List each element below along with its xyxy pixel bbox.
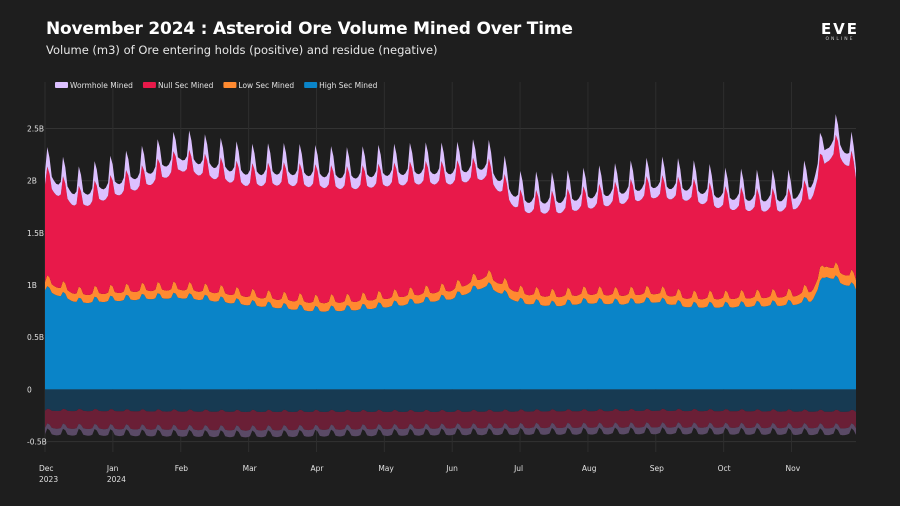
x-tick-label-4: Apr xyxy=(310,464,324,473)
series-null-sec-mined-area xyxy=(45,134,856,304)
x-tick-year-label-0: 2023 xyxy=(39,475,58,484)
residue-wormhole-residue-area xyxy=(45,422,856,438)
y-tick-label-3: 1B xyxy=(27,281,37,290)
chart-title: November 2024 : Asteroid Ore Volume Mine… xyxy=(46,19,573,39)
legend-swatch-wormhole-mined xyxy=(55,82,68,88)
x-tick-label-10: Oct xyxy=(718,464,731,473)
axis-labels: 2.5B 2B 1.5B 1B 0.5B 0 -0.5B Dec 2023 Jan 2024 Feb M… xyxy=(27,125,801,484)
residue-null-sec-residue-area xyxy=(45,408,856,431)
legend-swatch-low-sec-mined xyxy=(223,82,237,88)
x-tick-label-3: Mar xyxy=(243,464,258,473)
residue-high-sec-residue-area xyxy=(45,389,856,412)
x-tick-year-label-1: 2024 xyxy=(107,475,126,484)
legend-label-high-sec-mined: High Sec Mined xyxy=(319,81,377,90)
x-tick-label-8: Aug xyxy=(582,464,597,473)
eve-online-logo: EVE ONLINE xyxy=(812,22,868,43)
x-tick-label-1: Jan xyxy=(106,464,119,473)
y-tick-label-1: 2B xyxy=(27,177,37,186)
y-tick-label-6: -0.5B xyxy=(27,438,47,447)
legend-label-wormhole-mined: Wormhole Mined xyxy=(70,81,133,90)
chart-subtitle: Volume (m3) of Ore entering holds (posit… xyxy=(46,43,438,57)
x-tick-label-7: Jul xyxy=(513,464,523,473)
series-areas xyxy=(45,114,856,438)
series-high-sec-mined-area xyxy=(45,275,856,390)
x-tick-label-9: Sep xyxy=(650,464,664,473)
x-tick-label-11: Nov xyxy=(786,464,801,473)
y-tick-label-4: 0.5B xyxy=(27,333,44,342)
legend-label-null-sec-mined: Null Sec Mined xyxy=(158,81,214,90)
legend-swatch-high-sec-mined xyxy=(304,82,318,88)
y-tick-label-5: 0 xyxy=(27,385,32,394)
y-tick-label-0: 2.5B xyxy=(27,125,44,134)
legend-swatch-null-sec-mined xyxy=(142,82,156,88)
series-low-sec-mined-area xyxy=(45,262,856,312)
x-tick-label-6: Jun xyxy=(445,464,458,473)
legend: Wormhole Mined Null Sec Mined Low Sec Mine… xyxy=(55,81,378,90)
legend-label-low-sec-mined: Low Sec Mined xyxy=(238,81,294,90)
series-wormhole-mined-area xyxy=(45,114,856,214)
x-tick-label-5: May xyxy=(378,464,394,473)
logo-text: EVE xyxy=(820,20,860,38)
y-tick-label-2: 1.5B xyxy=(27,229,44,238)
logo-subtext: ONLINE xyxy=(825,37,855,42)
x-tick-label-2: Feb xyxy=(175,464,189,473)
x-tick-label-0: Dec xyxy=(39,464,54,473)
